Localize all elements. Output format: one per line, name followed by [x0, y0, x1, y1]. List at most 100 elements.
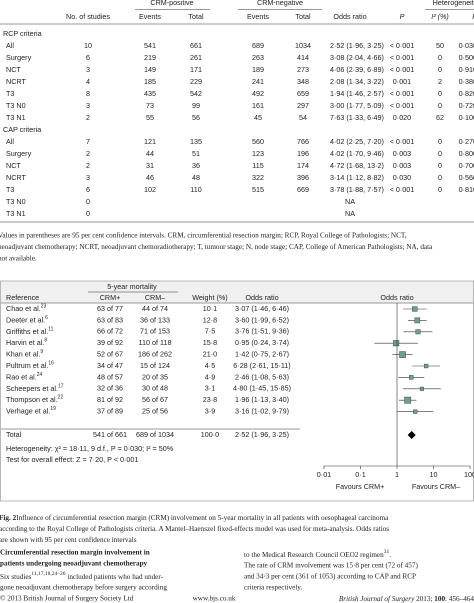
cell: 261	[190, 53, 202, 62]
row-label: Surgery	[6, 53, 32, 62]
study-reference: 16	[48, 361, 54, 367]
column-header: P	[400, 12, 405, 21]
cell: 10	[84, 41, 92, 50]
cell: 4·72 (1·68, 13·2)	[330, 161, 384, 170]
study-name: Griffiths et al.11	[6, 327, 54, 336]
cell: 3	[86, 65, 90, 74]
odds-ratio: 1·96 (1·13, 3·40)	[235, 395, 289, 404]
figure-header: Odds ratio	[245, 293, 278, 302]
cell: 7·63 (1·33, 6·49)	[330, 113, 384, 122]
x-tick-label: 10	[430, 470, 438, 479]
row-label: T3 N0	[6, 197, 26, 206]
weight: 3·1	[205, 384, 215, 393]
cell: 36	[192, 161, 200, 170]
cell: 56	[192, 113, 200, 122]
cell: < 0·001	[390, 101, 415, 110]
cell: 3·78 (1·88, 7·57)	[330, 185, 384, 194]
cell: 0·820	[459, 89, 474, 98]
crm-positive: 63 of 83	[97, 315, 123, 324]
cell: < 0·001	[390, 89, 415, 98]
citation: 31	[384, 549, 390, 555]
row-label: All	[6, 41, 14, 50]
axis-left-label: Favours CRM+	[336, 482, 385, 491]
crm-positive: 48 of 57	[97, 372, 123, 381]
cell: 2	[438, 77, 442, 86]
x-tick-label: 1	[395, 470, 399, 479]
cell: 1·94 (1·46, 2·57)	[330, 89, 384, 98]
row-label: NCRT	[6, 173, 26, 182]
study-author: Scheepers et al.	[6, 384, 58, 393]
figure-caption: are shown with 95 per cent confidence in…	[0, 536, 137, 544]
study-marker	[404, 396, 412, 404]
row-label: NCT	[6, 161, 21, 170]
study-author: Griffiths et al.	[6, 327, 48, 336]
year: 2013;	[414, 595, 434, 603]
figure-header: Odds ratio	[380, 293, 413, 302]
figure-header: Weight (%)	[192, 293, 227, 302]
weight: 21·0	[203, 350, 217, 359]
crm-negative: 25 of 56	[142, 407, 168, 416]
cell: 541	[144, 41, 156, 50]
cell: 766	[297, 137, 309, 146]
heterogeneity: Heterogeneity: χ² = 18·11, 9 d.f., P = 0…	[6, 444, 174, 453]
group-header: CRM-negative	[257, 0, 303, 7]
cell: 219	[144, 53, 156, 62]
row-label: T3 N1	[6, 209, 26, 218]
row-label: T3	[6, 185, 14, 194]
study-author: Harvin et al.	[6, 338, 44, 347]
study-name: Rao et al.24	[6, 372, 43, 381]
study-author: Pultrum et al.	[6, 361, 48, 370]
figure-header: 5-year mortality	[107, 282, 157, 291]
cell: 0	[86, 209, 90, 218]
cell: 241	[252, 77, 264, 86]
column-header: No. of studies	[66, 12, 110, 21]
body-paragraph: to the Medical Research Council OEO2 reg…	[244, 549, 391, 558]
row-label: T3 N0	[6, 101, 26, 110]
cell: < 0·001	[390, 137, 415, 146]
cell: 297	[297, 101, 309, 110]
group-header: CRM-positive	[150, 0, 193, 7]
cell: NA	[345, 209, 355, 218]
crm-negative: 36 of 133	[140, 315, 170, 324]
cell: 0·003	[393, 149, 411, 158]
cell: 0·003	[393, 161, 411, 170]
row-label: T3	[6, 89, 14, 98]
body-text: .	[389, 551, 391, 559]
figure-caption: according to the Royal College of Pathol…	[0, 525, 389, 533]
study-marker	[415, 329, 421, 335]
row-label: NCT	[6, 65, 21, 74]
total-weight: 100·0	[201, 430, 219, 439]
cell: 0	[438, 65, 442, 74]
cell: 121	[144, 137, 156, 146]
weight: 23·8	[203, 395, 217, 404]
cell: 3·14 (1·12, 8·82)	[330, 173, 384, 182]
cell: 7	[86, 137, 90, 146]
section-heading: Circumferential resection margin involve…	[0, 549, 150, 557]
study-name: Pultrum et al.16	[6, 361, 54, 370]
cell: NA	[345, 197, 355, 206]
weight: 4·5	[205, 361, 215, 370]
cell: 661	[190, 41, 202, 50]
journal-name: British Journal of Surgery	[339, 595, 415, 603]
pages: : 456–464	[445, 595, 474, 603]
odds-ratio: 3·16 (1·02, 9·79)	[235, 407, 289, 416]
cell: 2·52 (1·96, 3·25)	[330, 41, 384, 50]
column-header: P	[472, 12, 474, 21]
cell: < 0·001	[390, 41, 415, 50]
odds-ratio: 6·28 (2·61, 15·11)	[233, 361, 290, 370]
weight: 3·9	[205, 407, 215, 416]
cell: 542	[190, 89, 202, 98]
cell: 55	[146, 113, 154, 122]
study-marker	[393, 340, 400, 347]
study-author: Khan et al.	[6, 350, 40, 359]
cell: 515	[252, 185, 264, 194]
study-marker	[414, 317, 421, 324]
column-header: I² (%)	[431, 12, 449, 21]
cell: 3	[86, 101, 90, 110]
study-reference: 6	[45, 315, 48, 321]
overall-effect: Test for overall effect: Z = 7·20, P < 0…	[6, 455, 138, 464]
cell: 0·720	[459, 101, 474, 110]
section-heading: patients undergoing neoadjuvant chemothe…	[0, 560, 148, 568]
cell: 2	[86, 149, 90, 158]
